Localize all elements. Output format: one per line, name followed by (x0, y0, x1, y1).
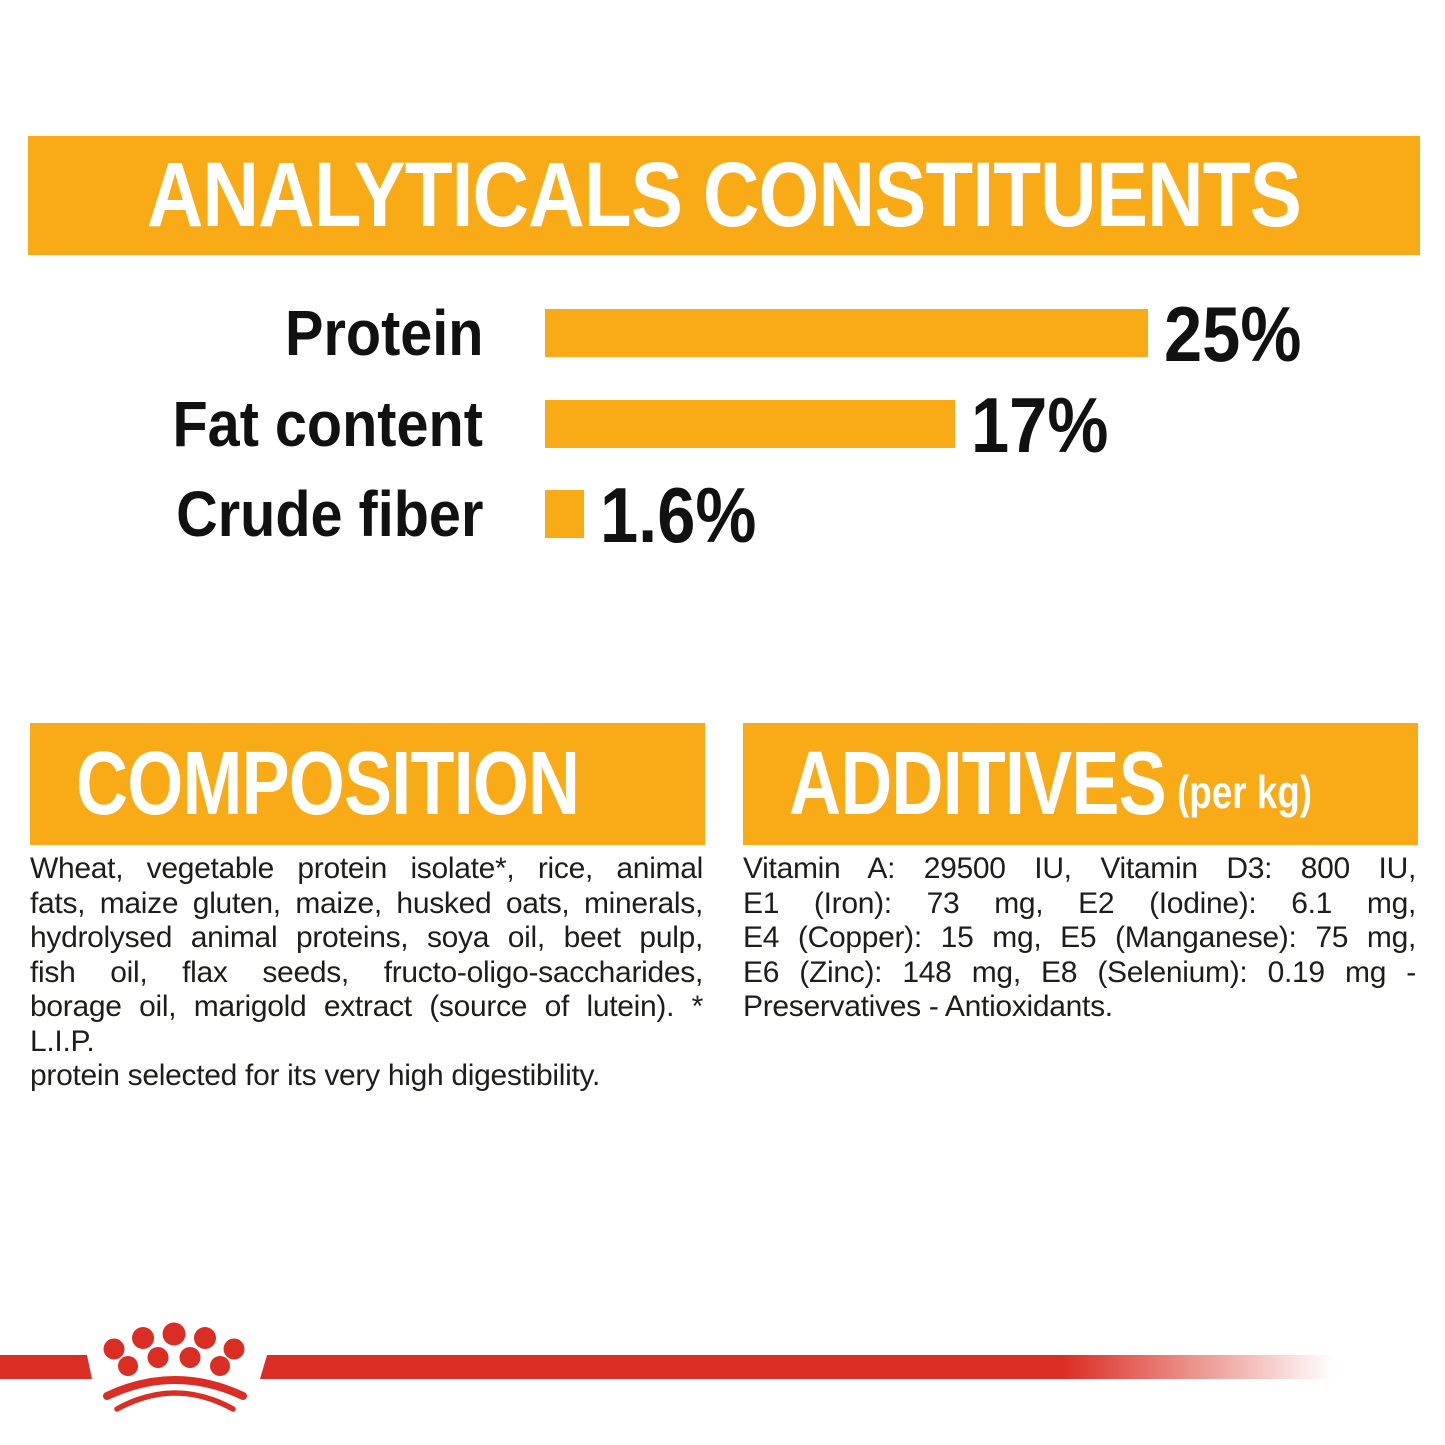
footer-red-line-right (260, 1355, 1345, 1379)
composition-text: Wheat, vegetable protein isolate*, rice,… (30, 852, 703, 1094)
body-text-line: hydrolysed animal proteins, soya oil, be… (30, 921, 703, 954)
analyticals-constituents-title: ANALYTICALS CONSTITUENTS (146, 144, 1302, 246)
body-text-line: protein selected for its very high diges… (30, 1059, 601, 1092)
crude-fiber-value: 1.6% (599, 471, 757, 559)
additives-text: Vitamin A: 29500 IU, Vitamin D3: 800 IU,… (743, 852, 1416, 1025)
fat-content-label: Fat content (172, 388, 483, 460)
body-text-line: fats, maize gluten, maize, husked oats, … (30, 886, 703, 920)
royal-canin-crown-logo (103, 1322, 247, 1412)
protein-bar (545, 309, 1148, 357)
fat-content-value: 17% (971, 381, 1109, 469)
composition-banner: COMPOSITION (30, 723, 705, 845)
analyticals-constituents-banner: ANALYTICALS CONSTITUENTS (28, 136, 1420, 255)
chart-row-fat-content: Fat content 17% (0, 381, 1445, 469)
body-text-line: Vitamin A: 29500 IU, Vitamin D3: 800 IU, (743, 852, 1416, 885)
footer-red-line-left (0, 1355, 92, 1379)
additives-banner: ADDITIVES (per kg) (743, 723, 1418, 845)
fat-content-bar (545, 400, 956, 448)
protein-label: Protein (284, 297, 483, 369)
body-text-line: E1 (Iron): 73 mg, E2 (Iodine): 6.1 mg, (743, 886, 1416, 920)
chart-row-protein: Protein 25% (0, 290, 1445, 378)
body-text-line: fish oil, flax seeds, fructo-oligo-sacch… (30, 955, 703, 989)
body-text-line: Wheat, vegetable protein isolate*, rice,… (30, 852, 703, 885)
chart-row-crude-fiber: Crude fiber 1.6% (0, 471, 1445, 559)
additives-per-kg-label: (per kg) (1177, 766, 1312, 818)
protein-value: 25% (1164, 290, 1302, 378)
body-text-line: Preservatives - Antioxidants. (743, 990, 1113, 1023)
body-text-line: E4 (Copper): 15 mg, E5 (Manganese): 75 m… (743, 921, 1416, 954)
additives-title: ADDITIVES (per kg) (789, 734, 1312, 834)
body-text-line: E6 (Zinc): 148 mg, E8 (Selenium): 0.19 m… (743, 955, 1416, 989)
crude-fiber-label: Crude fiber (175, 478, 483, 550)
crude-fiber-bar (545, 490, 584, 538)
body-text-line: borage oil, marigold extract (source of … (30, 990, 703, 1058)
composition-title: COMPOSITION (76, 734, 580, 834)
